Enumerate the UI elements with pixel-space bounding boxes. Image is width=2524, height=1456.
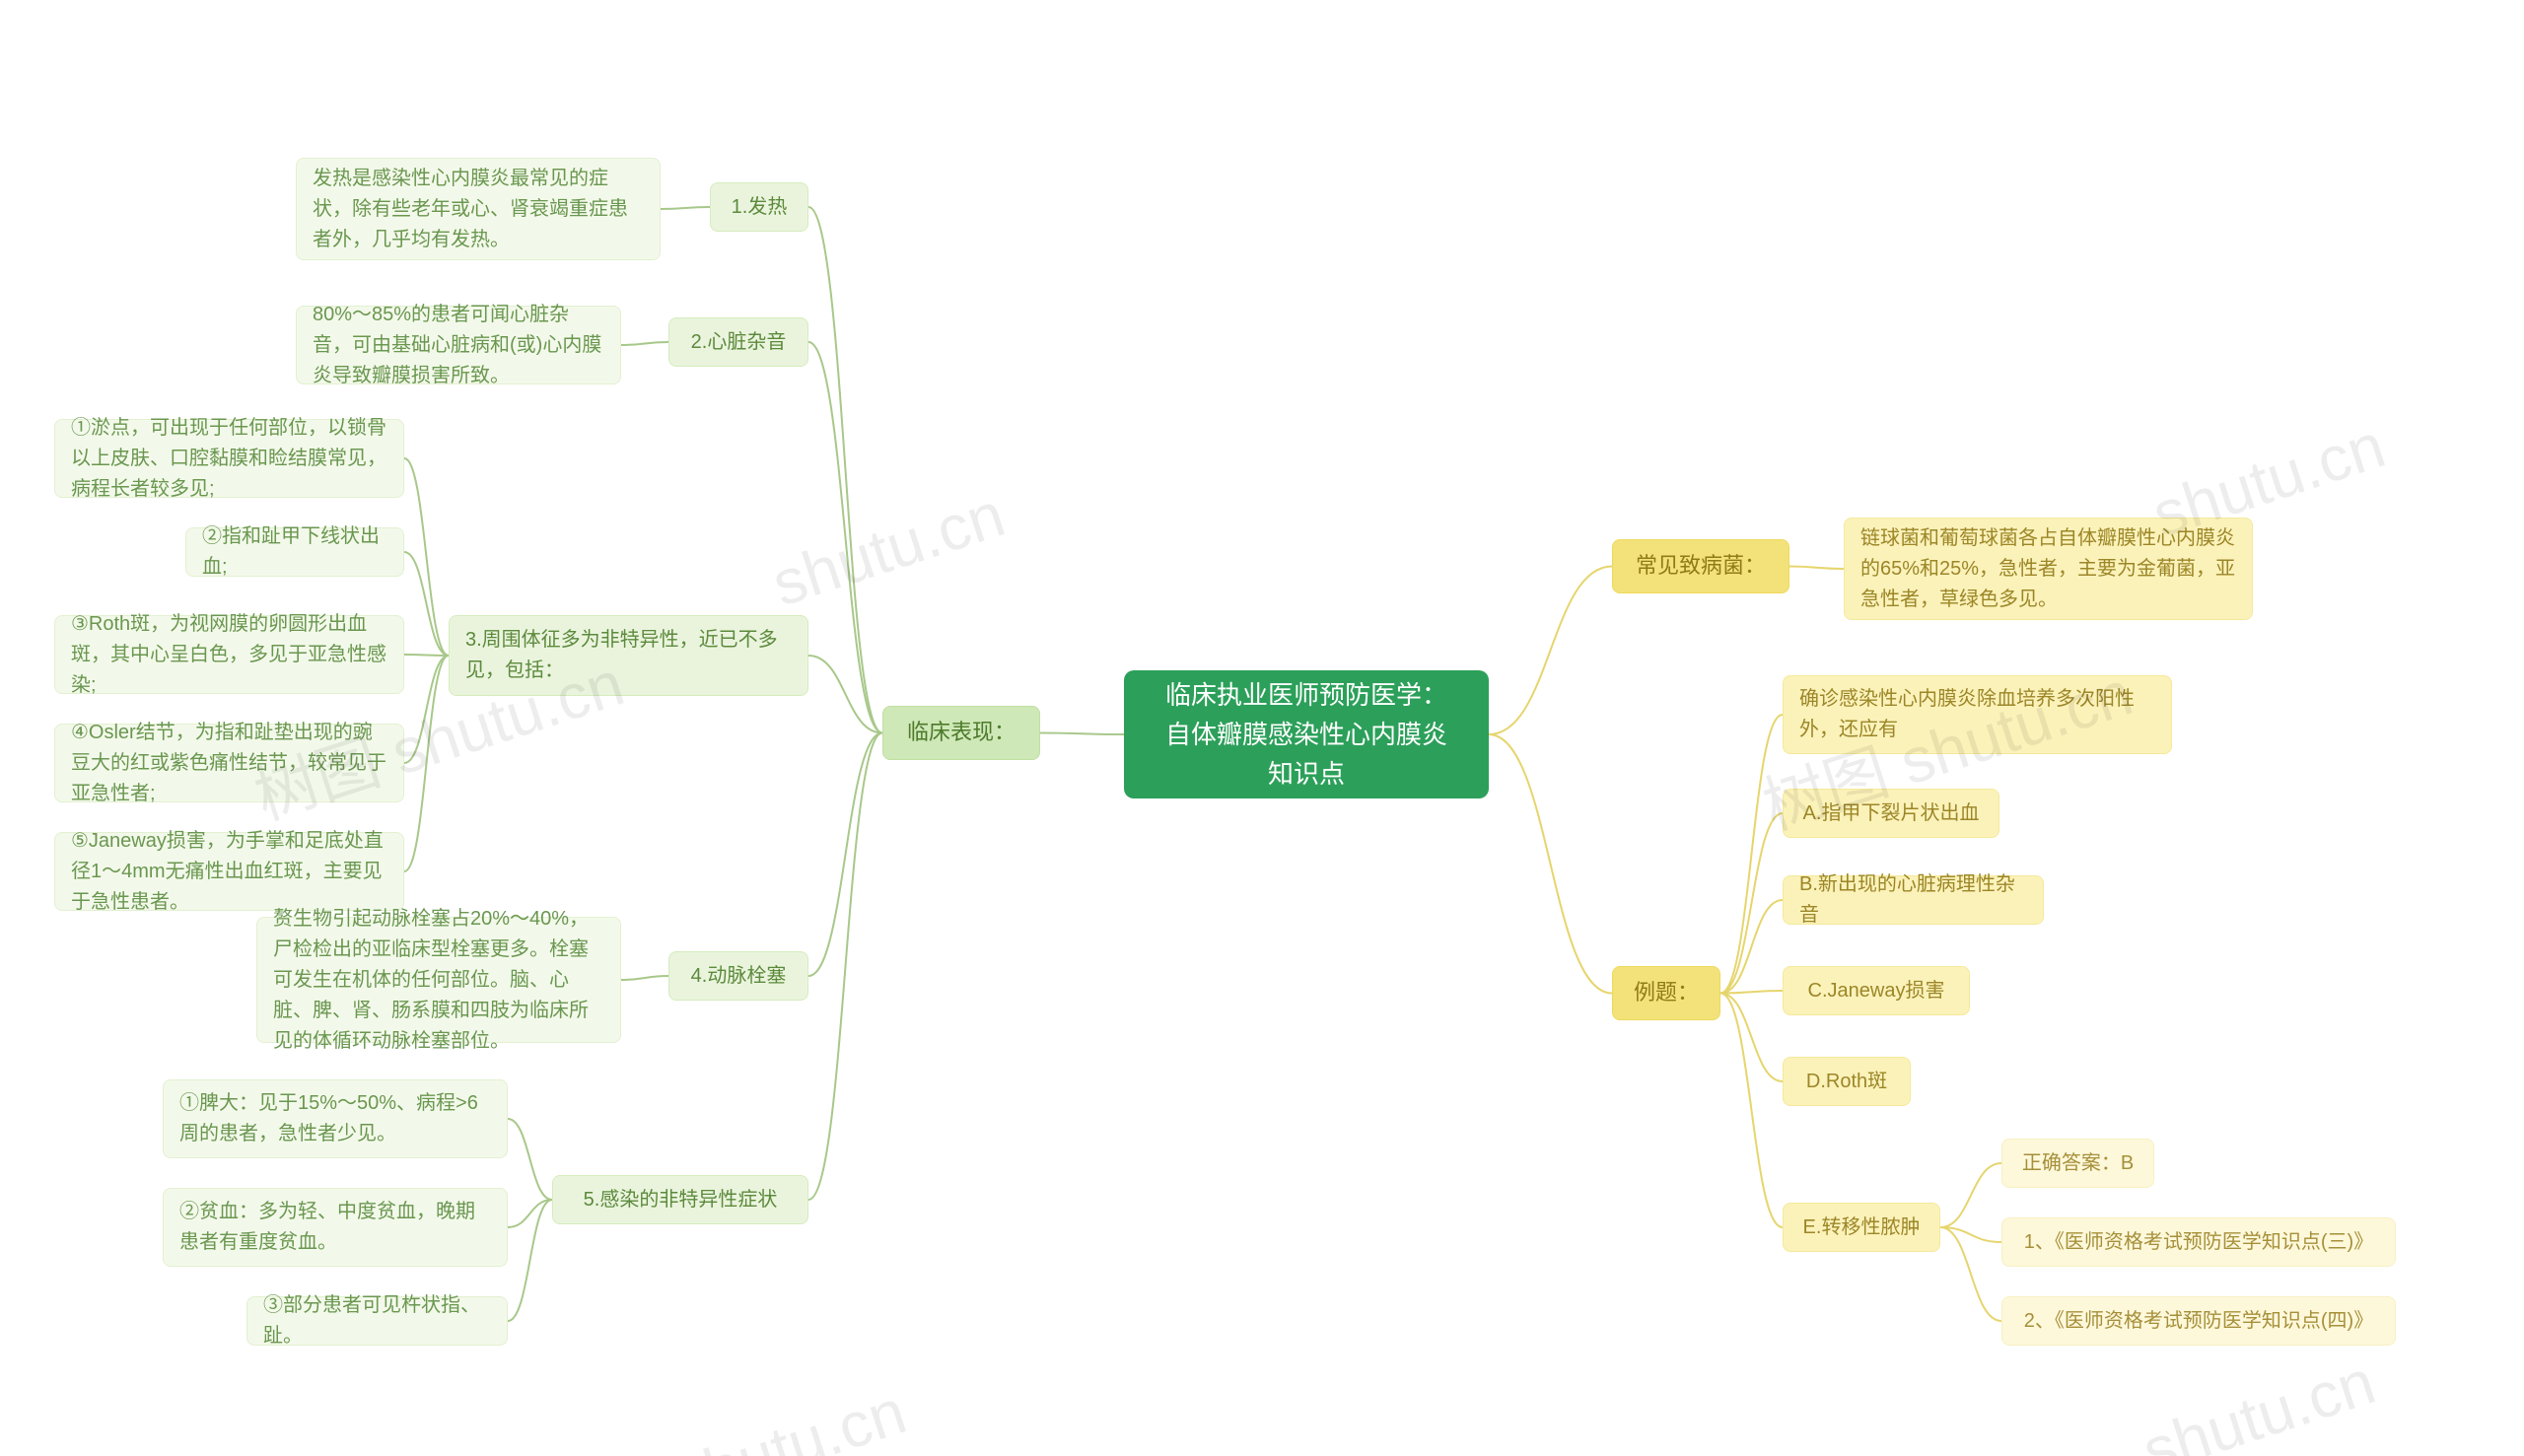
nonspec-2: ②贫血：多为轻、中度贫血，晚期患者有重度贫血。 (163, 1188, 508, 1267)
root-line2: 自体瓣膜感染性心内膜炎 (1140, 715, 1473, 754)
pathogen-detail-text: 链球菌和葡萄球菌各占自体瓣膜性心内膜炎的65%和25%，急性者，主要为金葡菌，亚… (1860, 523, 2236, 615)
ex-optE-text: E.转移性脓肿 (1803, 1213, 1921, 1243)
ex-optC: C.Janeway损害 (1783, 966, 1970, 1015)
symptom-embolism: 4.动脉栓塞 (668, 951, 808, 1001)
nonspec-1: ①脾大：见于15%～50%、病程>6周的患者，急性者少见。 (163, 1079, 508, 1158)
ex-ref1: 1、《医师资格考试预防医学知识点(三)》 (2001, 1217, 2396, 1267)
embolism-detail-text: 赘生物引起动脉栓塞占20%～40%，尸检检出的亚临床型栓塞更多。栓塞可发生在机体… (273, 904, 604, 1057)
ex-ref2: 2、《医师资格考试预防医学知识点(四)》 (2001, 1296, 2396, 1346)
periph-1: ①淤点，可出现于任何部位，以锁骨以上皮肤、口腔黏膜和睑结膜常见，病程长者较多见; (54, 419, 404, 498)
root-line3: 知识点 (1140, 754, 1473, 794)
ex-stem-text: 确诊感染性心内膜炎除血培养多次阳性外，还应有 (1799, 684, 2155, 745)
ex-optB-text: B.新出现的心脏病理性杂音 (1799, 869, 2027, 931)
branch-example-label: 例题： (1634, 976, 1699, 1009)
ex-optB: B.新出现的心脏病理性杂音 (1783, 875, 2044, 925)
ex-optD: D.Roth斑 (1783, 1057, 1911, 1106)
periph-5: ⑤Janeway损害，为手掌和足底处直径1～4mm无痛性出血红斑，主要见于急性患… (54, 832, 404, 911)
ex-optA: A.指甲下裂片状出血 (1783, 789, 1999, 838)
ex-optD-text: D.Roth斑 (1806, 1067, 1887, 1097)
ex-stem: 确诊感染性心内膜炎除血培养多次阳性外，还应有 (1783, 675, 2172, 754)
periph-3-text: ③Roth斑，为视网膜的卵圆形出血斑，其中心呈白色，多见于亚急性感染; (71, 609, 387, 701)
periph-2: ②指和趾甲下线状出血; (185, 527, 404, 577)
ex-answer: 正确答案：B (2001, 1139, 2154, 1188)
murmur-detail: 80%～85%的患者可闻心脏杂音，可由基础心脏病和(或)心内膜炎导致瓣膜损害所致… (296, 306, 621, 384)
symptom-embolism-label: 4.动脉栓塞 (691, 961, 787, 992)
murmur-detail-text: 80%～85%的患者可闻心脏杂音，可由基础心脏病和(或)心内膜炎导致瓣膜损害所致… (313, 300, 604, 391)
branch-pathogen-label: 常见致病菌： (1636, 549, 1766, 583)
nonspec-3-text: ③部分患者可见杵状指、趾。 (263, 1290, 491, 1352)
periph-4-text: ④Osler结节，为指和趾垫出现的豌豆大的红或紫色痛性结节，较常见于亚急性者; (71, 718, 387, 809)
ex-answer-text: 正确答案：B (2022, 1148, 2134, 1179)
watermark: shutu.cn (2134, 1345, 2383, 1456)
fever-detail-text: 发热是感染性心内膜炎最常见的症状，除有些老年或心、肾衰竭重症患者外，几乎均有发热… (313, 164, 644, 255)
ex-optE: E.转移性脓肿 (1783, 1203, 1940, 1252)
nonspec-2-text: ②贫血：多为轻、中度贫血，晚期患者有重度贫血。 (179, 1197, 491, 1258)
branch-pathogen: 常见致病菌： (1612, 539, 1789, 593)
fever-detail: 发热是感染性心内膜炎最常见的症状，除有些老年或心、肾衰竭重症患者外，几乎均有发热… (296, 158, 661, 260)
ex-ref2-text: 2、《医师资格考试预防医学知识点(四)》 (2024, 1306, 2373, 1337)
nonspec-3: ③部分患者可见杵状指、趾。 (246, 1296, 508, 1346)
watermark: shutu.cn (763, 477, 1013, 620)
symptom-periph: 3.周围体征多为非特异性，近已不多见，包括： (449, 615, 808, 696)
symptom-fever-label: 1.发热 (732, 192, 788, 223)
symptom-murmur: 2.心脏杂音 (668, 317, 808, 367)
periph-2-text: ②指和趾甲下线状出血; (202, 521, 387, 583)
branch-example: 例题： (1612, 966, 1720, 1020)
ex-optC-text: C.Janeway损害 (1808, 976, 1945, 1006)
symptom-nonspecific: 5.感染的非特异性症状 (552, 1175, 808, 1224)
watermark: shutu.cn (665, 1374, 914, 1456)
embolism-detail: 赘生物引起动脉栓塞占20%～40%，尸检检出的亚临床型栓塞更多。栓塞可发生在机体… (256, 917, 621, 1043)
symptom-murmur-label: 2.心脏杂音 (691, 327, 787, 358)
periph-1-text: ①淤点，可出现于任何部位，以锁骨以上皮肤、口腔黏膜和睑结膜常见，病程长者较多见; (71, 413, 387, 505)
periph-4: ④Osler结节，为指和趾垫出现的豌豆大的红或紫色痛性结节，较常见于亚急性者; (54, 724, 404, 802)
root-node: 临床执业医师预防医学： 自体瓣膜感染性心内膜炎 知识点 (1124, 670, 1489, 798)
branch-clinical: 临床表现： (882, 706, 1040, 760)
pathogen-detail: 链球菌和葡萄球菌各占自体瓣膜性心内膜炎的65%和25%，急性者，主要为金葡菌，亚… (1844, 518, 2253, 620)
symptom-periph-label: 3.周围体征多为非特异性，近已不多见，包括： (465, 625, 792, 686)
ex-optA-text: A.指甲下裂片状出血 (1803, 798, 1980, 829)
symptom-fever: 1.发热 (710, 182, 808, 232)
periph-3: ③Roth斑，为视网膜的卵圆形出血斑，其中心呈白色，多见于亚急性感染; (54, 615, 404, 694)
nonspec-1-text: ①脾大：见于15%～50%、病程>6周的患者，急性者少见。 (179, 1088, 491, 1149)
branch-clinical-label: 临床表现： (907, 716, 1016, 749)
root-line1: 临床执业医师预防医学： (1140, 675, 1473, 715)
ex-ref1-text: 1、《医师资格考试预防医学知识点(三)》 (2024, 1227, 2373, 1258)
symptom-nonspecific-label: 5.感染的非特异性症状 (584, 1185, 778, 1215)
